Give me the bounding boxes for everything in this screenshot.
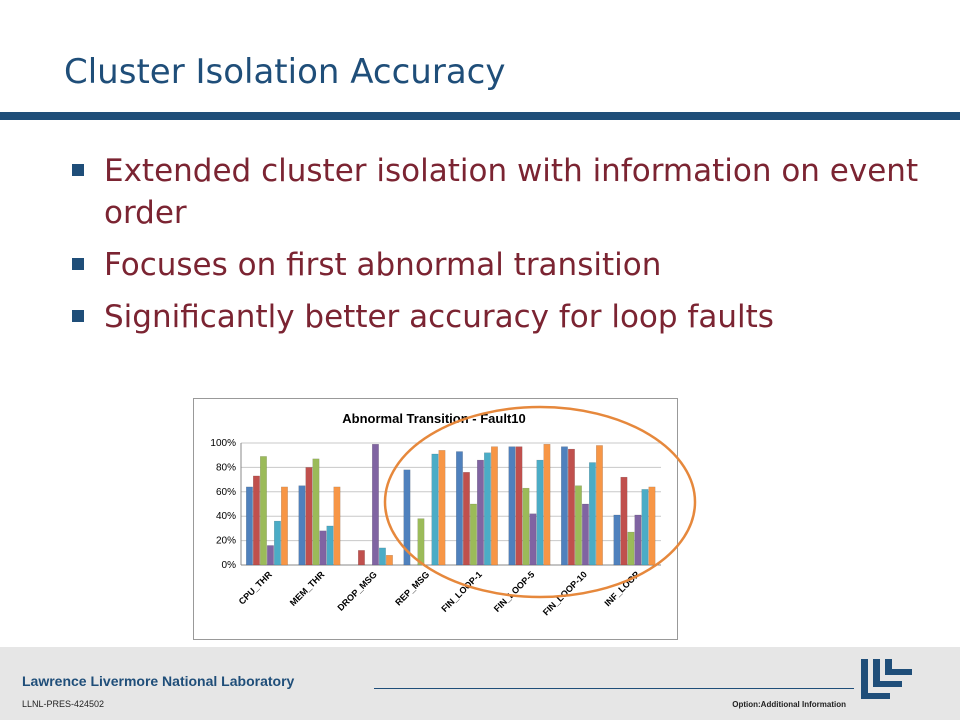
bar (508, 446, 516, 566)
document-code: LLNL-PRES-424502 (22, 699, 105, 709)
bar (627, 531, 635, 566)
lab-name: Lawrence Livermore National Laboratory (22, 673, 295, 689)
bar (648, 486, 656, 566)
bar (561, 446, 568, 566)
bar (575, 485, 582, 566)
bar (641, 489, 649, 566)
bar (529, 513, 537, 566)
bullet-list: Extended cluster isolation with informat… (70, 150, 930, 348)
bar (463, 472, 470, 566)
square-bullet-icon (72, 258, 84, 270)
bar (470, 503, 477, 566)
bar (281, 486, 288, 566)
bullet-item: Extended cluster isolation with informat… (70, 150, 930, 234)
bar (417, 518, 425, 566)
bar (305, 467, 313, 566)
bar (484, 452, 491, 566)
bar (403, 469, 411, 566)
llnl-logo-icon (861, 659, 912, 699)
y-tick-label: 20% (216, 536, 236, 547)
bar (246, 486, 253, 566)
slide-title: Cluster Isolation Accuracy (64, 52, 506, 92)
bar (620, 476, 628, 566)
option-info: Option:Additional Information (732, 700, 846, 709)
bar (438, 450, 446, 566)
bar (333, 486, 341, 566)
square-bullet-icon (72, 164, 84, 176)
bar (267, 545, 274, 566)
bar (477, 459, 484, 566)
bar (431, 453, 439, 566)
y-tick-label: 60% (216, 487, 236, 498)
bullet-item: Focuses on first abnormal transition (70, 244, 930, 286)
bar (536, 459, 544, 566)
title-rule (0, 112, 960, 120)
bar (319, 530, 327, 566)
bar (298, 485, 306, 566)
y-tick-label: 40% (216, 511, 236, 522)
y-tick-label: 100% (210, 438, 236, 449)
bar (596, 445, 603, 566)
bar (582, 503, 589, 566)
bar (386, 555, 393, 566)
bar (568, 448, 575, 566)
bar (634, 514, 642, 566)
square-bullet-icon (72, 310, 84, 322)
bar (260, 456, 267, 566)
bar (543, 444, 551, 566)
bullet-text: Focuses on first abnormal transition (104, 247, 662, 283)
bar (253, 475, 260, 566)
bar (491, 446, 498, 566)
footer-band (0, 647, 960, 720)
bar (312, 458, 320, 566)
bullet-item: Significantly better accuracy for loop f… (70, 296, 930, 338)
y-tick-label: 80% (216, 462, 236, 473)
bar (456, 451, 463, 566)
bar (379, 547, 386, 566)
bar (274, 520, 281, 566)
bar (372, 444, 379, 566)
y-tick-label: 0% (222, 560, 237, 571)
bullet-text: Extended cluster isolation with informat… (104, 153, 919, 231)
highlight-ellipse (383, 405, 697, 599)
bar (589, 462, 596, 566)
footer-rule (374, 688, 854, 689)
bar (515, 446, 523, 566)
bar (358, 550, 365, 566)
bar (522, 487, 530, 566)
bar (326, 525, 334, 566)
bar (613, 514, 621, 566)
bullet-text: Significantly better accuracy for loop f… (104, 299, 774, 335)
